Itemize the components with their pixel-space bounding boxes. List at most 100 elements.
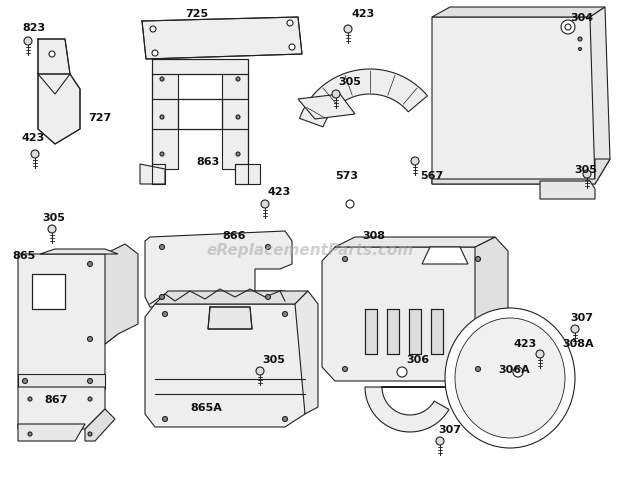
Polygon shape	[142, 18, 302, 60]
Circle shape	[561, 21, 575, 35]
Polygon shape	[178, 100, 222, 130]
Polygon shape	[18, 374, 105, 389]
Text: 573: 573	[335, 171, 358, 180]
Text: 308A: 308A	[562, 338, 593, 348]
Polygon shape	[409, 309, 421, 354]
Polygon shape	[105, 244, 138, 344]
Circle shape	[578, 48, 582, 51]
Circle shape	[22, 379, 27, 384]
Polygon shape	[38, 75, 80, 144]
Text: eReplacementParts.com: eReplacementParts.com	[206, 242, 414, 257]
Text: 866: 866	[222, 230, 246, 240]
Circle shape	[265, 295, 270, 300]
Polygon shape	[18, 387, 105, 429]
Text: 863: 863	[196, 156, 219, 167]
Polygon shape	[85, 409, 115, 441]
Text: 308: 308	[362, 230, 385, 240]
Text: 305: 305	[574, 165, 597, 175]
Circle shape	[332, 91, 340, 99]
Circle shape	[261, 201, 269, 209]
Circle shape	[49, 52, 55, 58]
Circle shape	[346, 201, 354, 209]
Circle shape	[289, 45, 295, 51]
Circle shape	[24, 38, 32, 46]
Polygon shape	[422, 248, 468, 264]
Polygon shape	[18, 254, 118, 387]
Text: 305: 305	[42, 213, 65, 223]
Text: 305: 305	[262, 354, 285, 364]
Circle shape	[476, 367, 480, 372]
Polygon shape	[152, 100, 248, 130]
Polygon shape	[299, 70, 427, 128]
Ellipse shape	[455, 318, 565, 438]
Circle shape	[28, 397, 32, 401]
Text: 307: 307	[438, 424, 461, 434]
Circle shape	[476, 257, 480, 262]
Circle shape	[87, 337, 92, 342]
Circle shape	[342, 257, 347, 262]
Polygon shape	[432, 18, 595, 185]
Text: 865A: 865A	[190, 402, 222, 412]
Circle shape	[536, 350, 544, 358]
Polygon shape	[152, 60, 248, 75]
Circle shape	[578, 38, 582, 42]
Polygon shape	[145, 304, 305, 427]
Circle shape	[48, 226, 56, 233]
Polygon shape	[145, 231, 292, 307]
Text: 727: 727	[88, 113, 111, 123]
Circle shape	[283, 312, 288, 317]
Circle shape	[513, 367, 523, 377]
Circle shape	[160, 153, 164, 156]
Polygon shape	[32, 275, 65, 309]
Polygon shape	[140, 165, 165, 185]
Polygon shape	[335, 238, 495, 248]
Text: 567: 567	[420, 171, 443, 180]
Text: 305: 305	[338, 77, 361, 87]
Circle shape	[571, 325, 579, 333]
Circle shape	[88, 432, 92, 436]
Polygon shape	[365, 387, 449, 432]
Polygon shape	[431, 309, 443, 354]
Circle shape	[160, 116, 164, 120]
Polygon shape	[222, 70, 248, 169]
Polygon shape	[152, 70, 178, 169]
Polygon shape	[235, 165, 260, 185]
Polygon shape	[322, 248, 488, 381]
Circle shape	[236, 78, 240, 82]
Text: 307: 307	[570, 312, 593, 323]
Polygon shape	[540, 181, 595, 200]
Circle shape	[397, 367, 407, 377]
Circle shape	[159, 295, 164, 300]
Circle shape	[88, 397, 92, 401]
Text: 423: 423	[352, 9, 375, 19]
Circle shape	[28, 432, 32, 436]
Text: 725: 725	[185, 9, 208, 19]
Polygon shape	[38, 40, 70, 95]
Circle shape	[31, 151, 39, 159]
Polygon shape	[432, 160, 610, 185]
Circle shape	[344, 26, 352, 34]
Circle shape	[342, 367, 347, 372]
Text: 423: 423	[22, 133, 45, 143]
Text: 867: 867	[44, 394, 68, 404]
Circle shape	[162, 312, 167, 317]
Text: 423: 423	[514, 338, 538, 348]
Circle shape	[160, 78, 164, 82]
Circle shape	[87, 262, 92, 267]
Text: 306: 306	[406, 354, 429, 364]
Polygon shape	[18, 424, 85, 441]
Text: 423: 423	[268, 187, 291, 197]
Circle shape	[236, 153, 240, 156]
Text: 865: 865	[12, 251, 35, 261]
Polygon shape	[475, 238, 508, 381]
Circle shape	[583, 171, 591, 179]
Circle shape	[411, 157, 419, 166]
Polygon shape	[590, 8, 610, 185]
Polygon shape	[295, 291, 318, 414]
Circle shape	[159, 245, 164, 250]
Circle shape	[162, 417, 167, 421]
Polygon shape	[467, 397, 552, 432]
Circle shape	[256, 367, 264, 375]
Polygon shape	[208, 307, 252, 329]
Polygon shape	[155, 291, 308, 304]
